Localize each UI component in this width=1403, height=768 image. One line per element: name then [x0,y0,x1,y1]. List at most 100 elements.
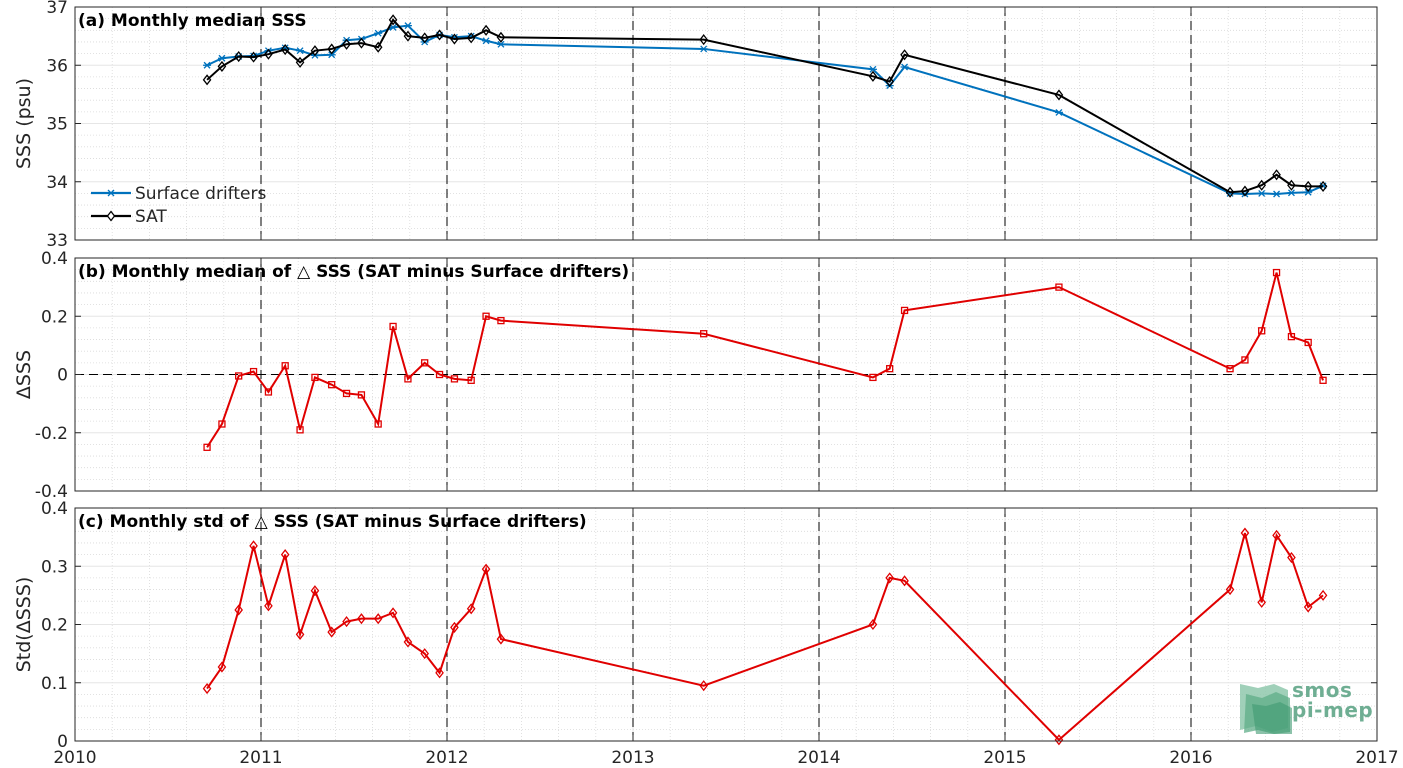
data-point-stroke [1273,190,1281,198]
data-point-stroke [1055,108,1063,116]
data-point [900,306,909,315]
y-tick-label: -0.4 [35,482,68,502]
data-point [327,43,337,55]
data-point [235,372,243,380]
data-point [310,45,320,57]
data-point [281,362,289,370]
data-point [295,628,305,640]
data-point [373,41,383,53]
data-point [264,48,273,60]
data-point [389,322,397,331]
data-point [420,648,430,660]
data-point [374,420,382,428]
x-tick-label: 2014 [797,748,840,768]
series-1 [203,22,1328,198]
series-1 [203,268,1327,451]
data-point-stroke [203,61,211,69]
data-point [1287,179,1296,191]
data-point [234,50,244,63]
data-point [496,31,506,43]
data-point [699,34,709,46]
data-point [1304,338,1312,347]
data-point [1225,186,1235,198]
y-axis-label: Std(ΔSSS) [13,577,35,673]
data-point [327,51,336,59]
data-point [1054,108,1063,116]
data-point [497,316,505,325]
data-point [403,22,412,30]
data-point [482,312,490,320]
data-point [388,607,398,619]
series-line [206,24,1324,195]
data-point [249,367,258,376]
y-axis-label: SSS (psu) [13,78,35,169]
data-point [1055,283,1063,291]
data-point [886,365,894,373]
data-point [264,600,273,612]
data-point [217,54,226,62]
data-point [1054,734,1064,746]
series-1 [202,527,1328,746]
data-point [1257,189,1266,197]
data-point-stroke [404,22,412,30]
data-point [1272,529,1281,541]
data-point [311,373,319,382]
data-point-stroke [700,45,708,53]
y-tick-label: 36 [46,56,68,76]
y-tick-label: 0.4 [41,249,68,269]
data-point [1257,596,1267,608]
series-2 [202,14,1328,198]
data-point [1272,268,1281,277]
data-point [435,29,444,41]
data-point [1318,180,1328,192]
data-point [328,381,336,389]
data-point [900,63,909,71]
x-tick-label: 2016 [1169,748,1212,768]
panel-title: (a) Monthly median SSS [78,11,307,31]
data-point [217,60,227,72]
data-point [280,43,290,56]
data-point [403,30,413,42]
data-point [467,376,475,384]
data-point [342,38,351,50]
x-tick-label: 2010 [53,748,96,768]
data-point-stroke [482,37,490,45]
minor-grid [75,7,1377,240]
data-point [900,575,909,587]
data-point [403,636,413,648]
data-point [466,603,476,615]
x-tick-label: 2017 [1355,748,1398,768]
data-point [450,621,459,633]
y-tick-label: 0 [57,732,68,752]
y-tick-label: 0 [57,366,68,386]
y-tick-label: -0.2 [35,424,68,444]
panel-title: (c) Monthly std of △ SSS (SAT minus Surf… [78,512,587,532]
legend: Surface drifters SAT [91,184,266,227]
data-point [357,613,366,625]
data-point [202,683,212,695]
data-point-stroke [901,63,909,71]
data-point [435,667,444,679]
data-point-stroke [218,54,226,62]
data-point [203,61,212,69]
y-axis-label: ΔSSS [13,350,35,399]
data-point-stroke [1287,189,1295,197]
data-point [885,572,895,584]
data-point [202,74,212,86]
y-tick-label: 0.4 [41,499,68,519]
legend-label: Surface drifters [135,184,266,204]
data-point [1240,185,1250,197]
data-point [496,40,505,48]
data-point [295,56,305,68]
minor-grid [75,508,1377,741]
data-point [1272,190,1281,198]
data-point [496,633,506,645]
data-point [885,76,895,88]
data-point [404,375,412,383]
data-point [1054,89,1064,101]
data-point [1241,356,1249,364]
data-point-stroke [869,65,877,73]
series-line [206,532,1324,742]
data-point [234,604,244,616]
data-point [700,330,708,338]
